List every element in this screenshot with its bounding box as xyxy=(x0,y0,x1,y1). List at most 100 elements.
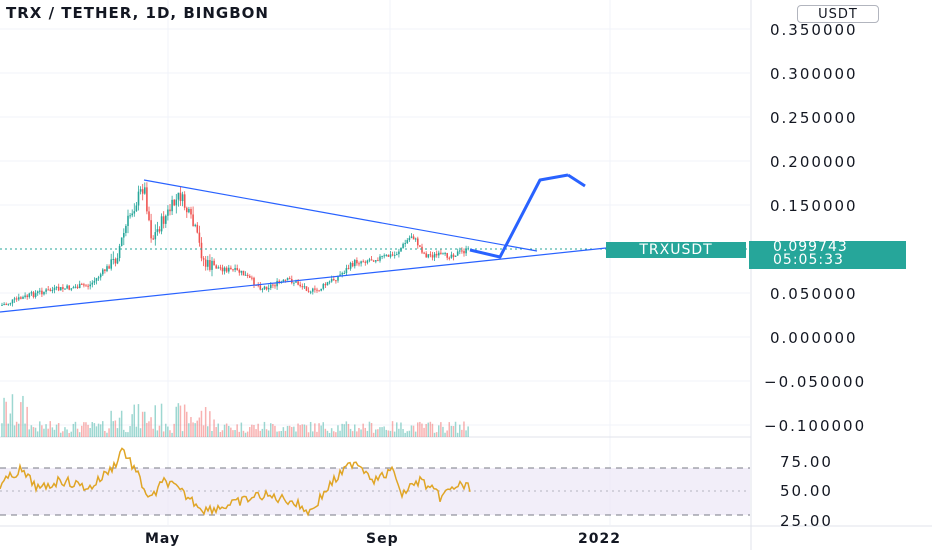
candle-body xyxy=(387,254,390,257)
candle-body xyxy=(389,254,392,257)
candle-body xyxy=(324,284,327,286)
volume-bar xyxy=(351,431,354,437)
volume-bar xyxy=(211,430,213,437)
volume-bar xyxy=(89,428,91,437)
candle-body xyxy=(1,304,3,306)
candle-body xyxy=(3,303,5,305)
volume-bar xyxy=(34,427,37,437)
symbol-price-tag: TRXUSDT xyxy=(606,242,746,258)
candle-body xyxy=(343,273,346,275)
volume-bar xyxy=(102,421,104,437)
volume-bar xyxy=(123,429,125,437)
volume-bar xyxy=(343,424,345,437)
candle-body xyxy=(368,259,371,261)
candle-body xyxy=(372,260,375,262)
candle-body xyxy=(274,285,276,287)
candle-body xyxy=(444,253,446,255)
volume-bar xyxy=(127,432,129,437)
volume-bar xyxy=(297,423,299,437)
candle-body xyxy=(127,215,129,226)
volume-bar xyxy=(160,403,163,437)
volume-bar xyxy=(198,417,201,437)
candle-body xyxy=(129,215,131,217)
candle-body xyxy=(456,251,459,256)
candle-body xyxy=(414,238,417,240)
volume-bar xyxy=(396,422,398,437)
volume-bar xyxy=(261,428,264,437)
candle-body xyxy=(150,220,152,239)
candle-body xyxy=(257,284,259,286)
volume-bar xyxy=(347,423,350,437)
candle-body xyxy=(34,293,37,297)
volume-bar xyxy=(175,406,177,437)
volume-bar xyxy=(322,422,324,437)
currency-button[interactable]: USDT xyxy=(797,5,879,23)
volume-bar xyxy=(146,422,148,437)
candle-body xyxy=(133,211,136,214)
volume-bar xyxy=(171,432,173,437)
volume-bar xyxy=(209,411,211,437)
volume-bar xyxy=(259,430,261,437)
volume-bar xyxy=(393,431,396,437)
volume-bar xyxy=(99,424,102,437)
chart-title: TRX / TETHER, 1D, BINGBON xyxy=(6,4,269,22)
candle-body xyxy=(337,275,339,281)
candle-body xyxy=(375,260,377,262)
volume-bar xyxy=(186,411,188,437)
volume-bar xyxy=(93,423,96,437)
volume-bars xyxy=(1,394,469,437)
volume-bar xyxy=(341,423,343,437)
volume-bar xyxy=(7,423,9,437)
volume-bar xyxy=(423,427,425,437)
candle-body xyxy=(125,225,127,233)
price-axis-label: 0.250000 xyxy=(770,109,858,127)
candle-body xyxy=(167,209,169,216)
candle-body xyxy=(354,260,356,267)
candle-body xyxy=(307,290,310,292)
volume-bar xyxy=(66,429,68,437)
volume-bar xyxy=(20,402,22,437)
volume-bar xyxy=(324,428,327,437)
candle-body xyxy=(118,245,121,259)
candle-body xyxy=(131,213,133,216)
volume-bar xyxy=(438,425,440,437)
volume-bar xyxy=(106,432,108,437)
volume-bar xyxy=(270,423,272,437)
volume-bar xyxy=(419,421,421,437)
volume-bar xyxy=(253,425,255,437)
candle-body xyxy=(438,252,440,256)
candle-body xyxy=(221,267,224,272)
candle-body xyxy=(362,261,364,263)
volume-bar xyxy=(431,423,434,437)
volume-bar xyxy=(450,425,453,437)
upper-trendline[interactable] xyxy=(143,179,538,252)
volume-bar xyxy=(295,431,297,437)
volume-bar xyxy=(244,432,247,437)
volume-bar xyxy=(165,423,167,437)
projection-arrow[interactable] xyxy=(469,173,569,259)
candle-body xyxy=(102,269,104,275)
candle-body xyxy=(83,284,85,286)
volume-bar xyxy=(335,432,337,437)
volume-bar xyxy=(257,423,259,437)
candle-body xyxy=(93,280,96,283)
volume-bar xyxy=(78,432,81,437)
time-axis-label: Sep xyxy=(366,531,399,547)
volume-bar xyxy=(354,424,356,437)
lower-trendline[interactable] xyxy=(0,247,607,313)
candle-body xyxy=(408,237,411,241)
volume-bar xyxy=(232,430,234,437)
candle-body xyxy=(366,260,369,263)
volume-bar xyxy=(318,423,320,437)
candle-body xyxy=(148,211,150,221)
volume-bar xyxy=(364,427,366,437)
volume-bar xyxy=(442,426,444,437)
rsi-axis-label: 50.00 xyxy=(780,482,833,500)
volume-bar xyxy=(234,430,236,437)
volume-bar xyxy=(55,424,58,437)
volume-bar xyxy=(158,425,161,437)
volume-bar xyxy=(320,425,322,437)
volume-bar xyxy=(116,428,119,437)
candle-body xyxy=(335,280,337,282)
